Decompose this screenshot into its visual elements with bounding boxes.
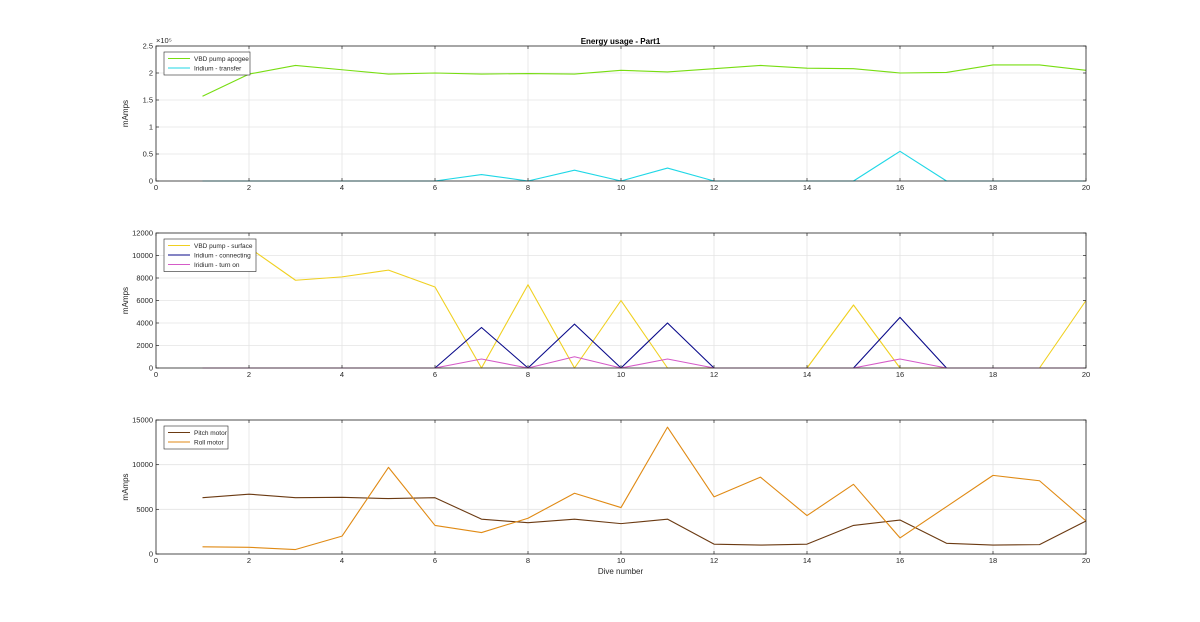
legend: VBD pump - surface Iridium - connecting Ir…	[163, 238, 257, 272]
x-tick-label: 14	[803, 183, 811, 192]
x-tick-label: 4	[340, 556, 344, 565]
y-tick-label: 5000	[136, 505, 153, 514]
x-tick-label: 10	[617, 370, 625, 379]
x-tick-label: 0	[154, 556, 158, 565]
series-line-1	[202, 64, 1087, 97]
x-tick-label: 20	[1082, 556, 1090, 565]
y-exponent-label: ×10⁵	[156, 36, 172, 45]
legend-label-2: Roll motor	[194, 439, 224, 446]
y-tick-label: 2	[149, 69, 153, 78]
y-tick-label: 0	[149, 177, 153, 186]
chart-3: 0 2 4 6 8 10 12 14 16 18 20 0 5000 10000 15000 mAmps Pit…	[121, 416, 1090, 566]
x-tick-label: 8	[526, 370, 530, 379]
legend-label-1: Pitch motor	[194, 430, 228, 437]
y-tick-label: 0.5	[143, 150, 153, 159]
chart-1: 0 2 4 6 8 10 12 14 16 18 20 0 0.5 1 1.5 2 2.5×10⁵ mAmps VB…	[121, 36, 1090, 192]
x-tick-label: 0	[154, 370, 158, 379]
x-tick-label: 8	[526, 556, 530, 565]
x-axis-label: Dive number	[598, 567, 644, 576]
legend: VBD pump apogee Iridium - transfer	[163, 51, 251, 76]
legend-label-2: Iridium - transfer	[194, 65, 242, 72]
y-tick-label: 8000	[136, 274, 153, 283]
series-line-1	[202, 493, 1087, 546]
x-tick-label: 18	[989, 370, 997, 379]
y-axis-label: mAmps	[121, 100, 130, 127]
x-tick-label: 12	[710, 556, 718, 565]
legend-box	[163, 425, 229, 450]
x-tick-label: 10	[617, 556, 625, 565]
y-tick-label: 1.5	[143, 96, 153, 105]
plots: 0 2 4 6 8 10 12 14 16 18 2000.511.522.5×10⁵mAmpsVB…	[121, 36, 1090, 565]
x-tick-label: 6	[433, 556, 437, 565]
legend-box	[163, 51, 251, 76]
y-tick-label: 0	[149, 364, 153, 373]
x-tick-label: 4	[340, 370, 344, 379]
y-tick-label: 0	[149, 550, 153, 559]
y-tick-label: 2000	[136, 341, 153, 350]
figure-title: Energy usage - Part1	[581, 37, 661, 46]
x-tick-label: 16	[896, 183, 904, 192]
y-tick-label: 15000	[132, 416, 153, 425]
x-tick-label: 0	[154, 183, 158, 192]
x-tick-label: 2	[247, 183, 251, 192]
y-tick-label: 2.5	[143, 42, 153, 51]
x-tick-label: 16	[896, 556, 904, 565]
legend-label-1: VBD pump apogee	[194, 56, 249, 63]
x-tick-label: 14	[803, 370, 811, 379]
y-tick-label: 10000	[132, 251, 153, 260]
x-tick-label: 20	[1082, 370, 1090, 379]
x-tick-label: 12	[710, 370, 718, 379]
legend-label-2: Iridium - connecting	[194, 252, 251, 259]
x-tick-label: 4	[340, 183, 344, 192]
y-tick-label: 12000	[132, 229, 153, 238]
x-tick-label: 18	[989, 556, 997, 565]
chart-2: 0 2 4 6 8 10 12 14 16 18 20 0 2000 4000 6000 8000 10000 1…	[121, 229, 1090, 380]
x-tick-label: 2	[247, 370, 251, 379]
x-tick-label: 20	[1082, 183, 1090, 192]
x-tick-label: 14	[803, 556, 811, 565]
series-line-2	[202, 426, 1087, 551]
x-tick-label: 18	[989, 183, 997, 192]
y-tick-label: 10000	[132, 460, 153, 469]
legend-label-3: Iridium - turn on	[194, 262, 240, 269]
y-axis-label: mAmps	[121, 287, 130, 314]
x-tick-label: 6	[433, 183, 437, 192]
x-tick-label: 6	[433, 370, 437, 379]
y-tick-label: 6000	[136, 296, 153, 305]
x-tick-label: 12	[710, 183, 718, 192]
x-tick-label: 16	[896, 370, 904, 379]
y-tick-label: 4000	[136, 319, 153, 328]
x-tick-label: 8	[526, 183, 530, 192]
x-tick-label: 2	[247, 556, 251, 565]
y-tick-label: 1	[149, 123, 153, 132]
legend-label-1: VBD pump - surface	[194, 243, 253, 250]
legend: Pitch motor Roll motor	[163, 425, 229, 450]
y-axis-label: mAmps	[121, 473, 130, 500]
x-tick-label: 10	[617, 183, 625, 192]
